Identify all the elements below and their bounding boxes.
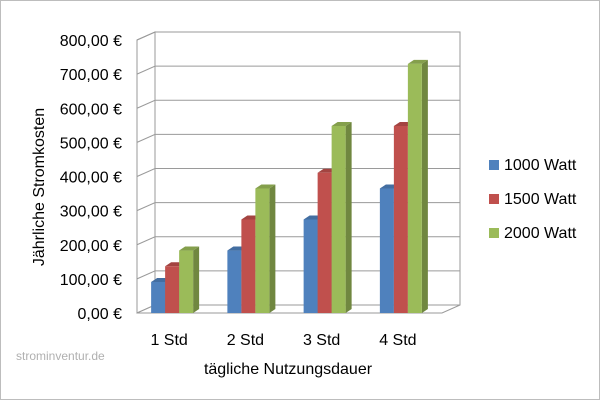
legend-label: 1000 Watt: [504, 157, 577, 174]
bar-front: [255, 188, 270, 313]
y-axis-title: Jährliche Stromkosten: [31, 108, 48, 266]
legend-label: 2000 Watt: [504, 225, 577, 242]
gridline: [136, 168, 460, 177]
bar-top: [407, 59, 428, 64]
bar: [255, 184, 276, 313]
y-tick-label: 400,00 €: [60, 170, 122, 187]
bar-top: [255, 184, 276, 189]
bar-front: [151, 281, 166, 313]
y-tick-label: 600,00 €: [60, 101, 122, 118]
y-tick-label: 0,00 €: [78, 306, 123, 323]
bar-side: [193, 246, 200, 313]
gridline: [136, 31, 460, 41]
bar-top: [179, 246, 200, 251]
legend-label: 1500 Watt: [504, 191, 577, 208]
bars: [151, 59, 428, 314]
bar-front: [407, 63, 422, 314]
y-tick-label: 200,00 €: [60, 238, 122, 255]
bar-front: [393, 125, 408, 314]
x-tick-labels: 1 Std 2 Std 3 Std 4 Std: [150, 332, 416, 349]
bar-front: [241, 219, 256, 313]
gridline: [136, 202, 460, 212]
gridline: [136, 270, 460, 280]
x-tick-label: 1 Std: [150, 332, 187, 349]
bar-front: [303, 219, 318, 313]
gridline: [136, 236, 460, 246]
bar-side: [269, 184, 276, 313]
bar-front: [227, 250, 242, 313]
legend: 1000 Watt 1500 Watt 2000 Watt: [489, 157, 577, 242]
bar: [331, 121, 352, 314]
gridlines: [136, 31, 460, 280]
legend-swatch: [489, 160, 499, 170]
legend-swatch: [489, 228, 499, 238]
y-tick-labels: 0,00 € 100,00 € 200,00 € 300,00 € 400,00 € 50…: [60, 33, 122, 323]
gridline: [136, 133, 460, 143]
x-tick-label: 2 Std: [227, 332, 264, 349]
x-tick-label: 3 Std: [303, 332, 340, 349]
bar-side: [421, 59, 428, 314]
x-tick-label: 4 Std: [379, 332, 416, 349]
watermark-text: strominventur.de: [16, 349, 105, 363]
y-tick-label: 300,00 €: [60, 204, 122, 221]
y-tick-label: 700,00 €: [60, 67, 122, 84]
gridline: [136, 99, 460, 109]
bar-front: [379, 188, 394, 313]
bar: [179, 246, 200, 313]
legend-swatch: [489, 194, 499, 204]
bar-top: [331, 121, 352, 126]
bar: [407, 59, 428, 314]
bar-front: [317, 172, 332, 313]
bar-front: [331, 125, 346, 314]
y-tick-label: 500,00 €: [60, 135, 122, 152]
bar-front: [179, 250, 194, 313]
gridline: [136, 65, 460, 75]
y-tick-label: 100,00 €: [60, 272, 122, 289]
bar-side: [345, 121, 352, 314]
bar-front: [165, 266, 180, 313]
x-axis-title: tägliche Nutzungsdauer: [204, 361, 373, 378]
y-tick-label: 800,00 €: [60, 33, 122, 50]
